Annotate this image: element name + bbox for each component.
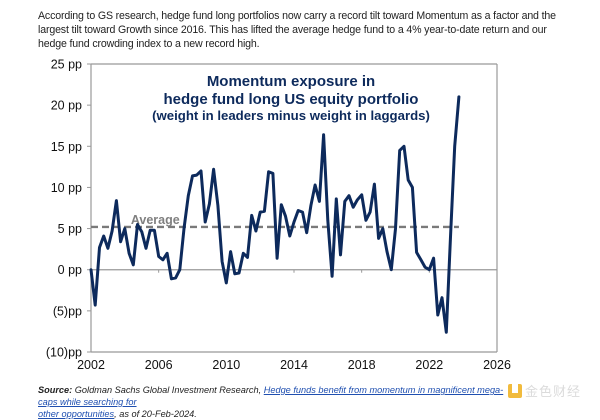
watermark-text: 金色财经 bbox=[525, 381, 581, 400]
x-tick-label: 2006 bbox=[145, 358, 173, 372]
y-tick-label: 20 pp bbox=[51, 99, 82, 113]
y-tick-label: 0 pp bbox=[58, 263, 82, 277]
x-tick-label: 2026 bbox=[483, 358, 511, 372]
source-note: Source: Goldman Sachs Global Investment … bbox=[38, 384, 518, 420]
x-tick-label: 2014 bbox=[280, 358, 308, 372]
watermark-logo-icon bbox=[508, 384, 522, 398]
chart-title-line: hedge fund long US equity portfolio bbox=[164, 91, 419, 108]
y-tick-label: 10 pp bbox=[51, 181, 82, 195]
x-tick-label: 2002 bbox=[77, 358, 105, 372]
x-tick-label: 2010 bbox=[212, 358, 240, 372]
watermark: 金色财经 bbox=[508, 381, 581, 400]
source-date: , as of 20-Feb-2024. bbox=[114, 409, 197, 419]
x-tick-label: 2018 bbox=[348, 358, 376, 372]
source-label: Source: bbox=[38, 385, 72, 395]
y-tick-label: 15 pp bbox=[51, 140, 82, 154]
chart-title-line: Momentum exposure in bbox=[207, 73, 375, 90]
y-tick-label: (5)pp bbox=[53, 304, 82, 318]
y-tick-label: 5 pp bbox=[58, 222, 82, 236]
source-link-continued[interactable]: other opportunities bbox=[38, 409, 114, 419]
source-text: Goldman Sachs Global Investment Research… bbox=[72, 385, 264, 395]
chart-title-line: (weight in leaders minus weight in lagga… bbox=[152, 108, 430, 123]
y-tick-label: 25 pp bbox=[51, 58, 82, 72]
x-tick-label: 2022 bbox=[415, 358, 443, 372]
